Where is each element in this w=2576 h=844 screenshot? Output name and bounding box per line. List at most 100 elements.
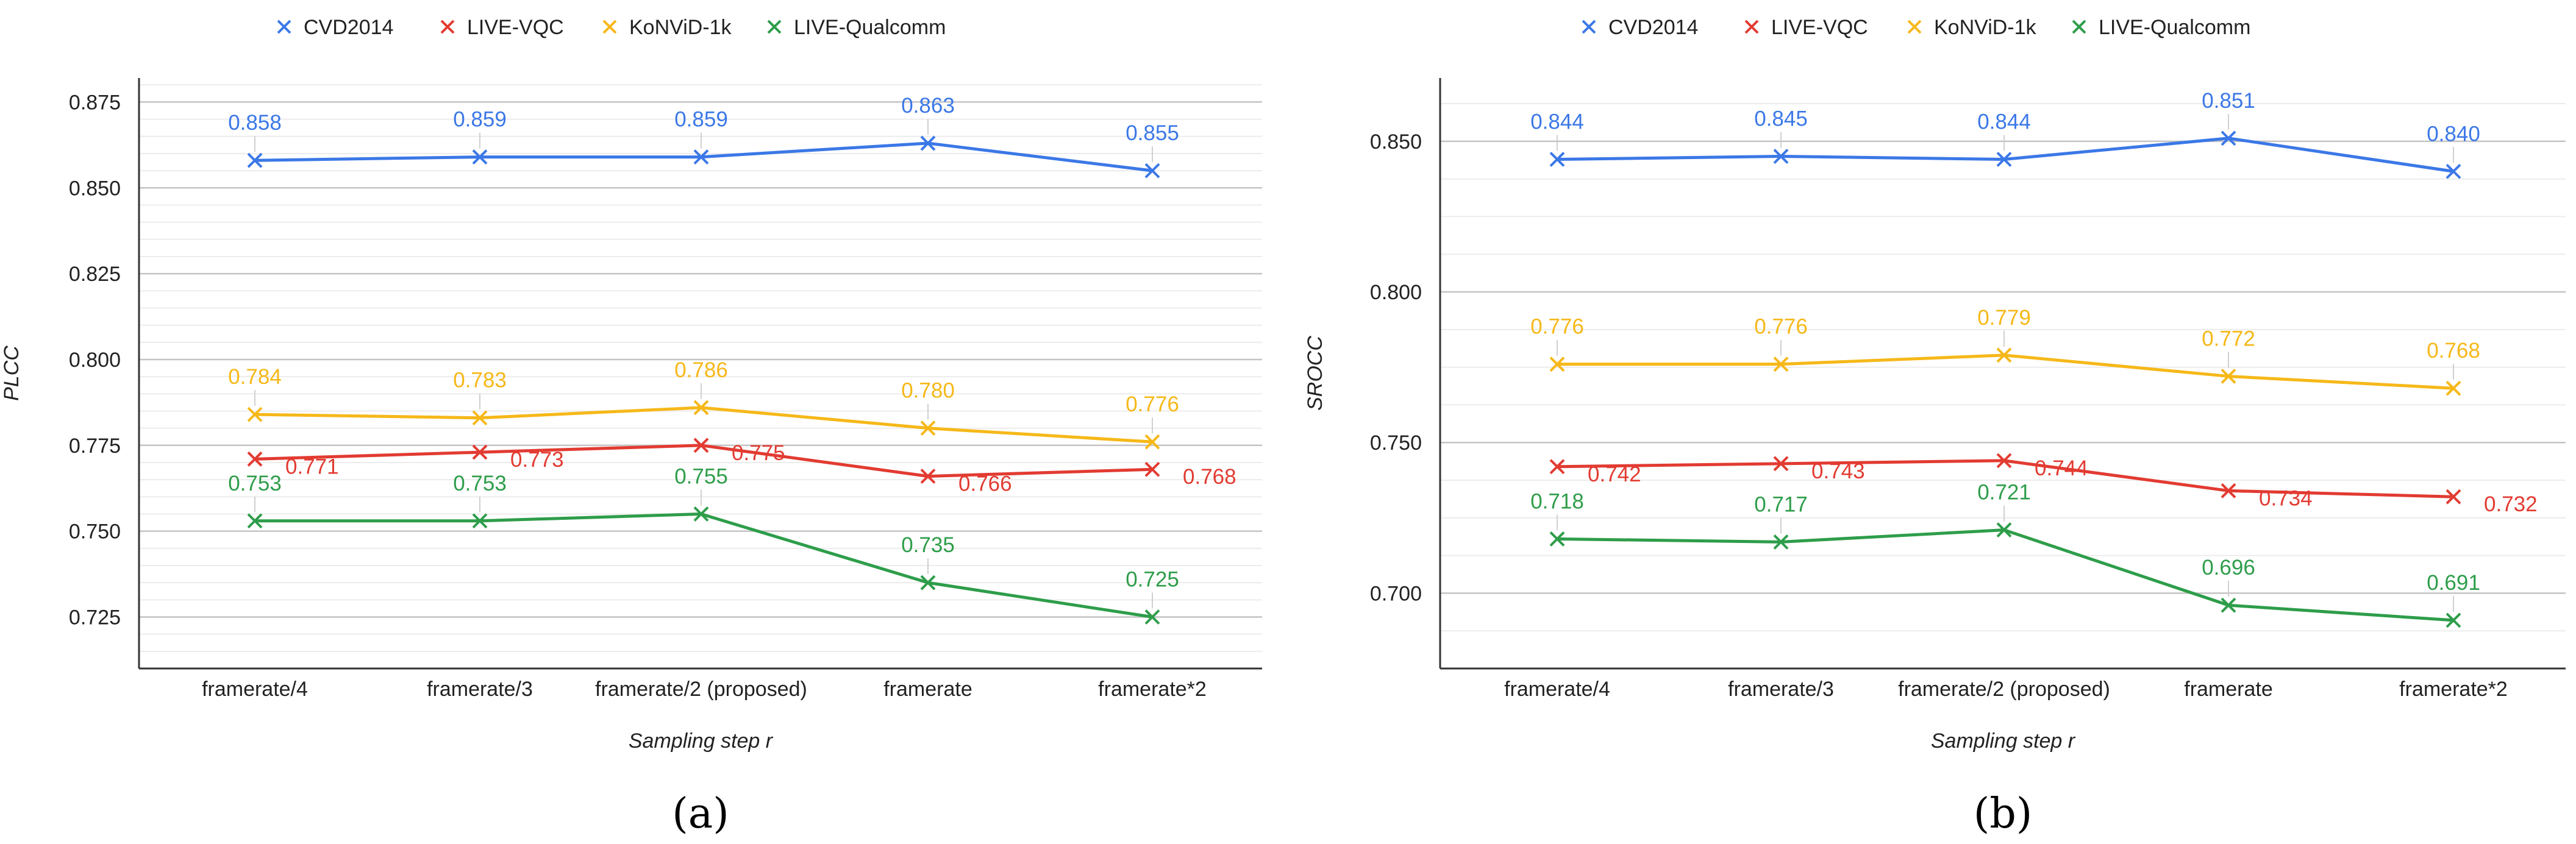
series-live-qualcomm: 0.753 0.753 0.755 0.735 0.725 — [228, 464, 1179, 625]
data-point — [2446, 163, 2461, 179]
series-line — [1557, 528, 2454, 622]
legend-marker — [277, 20, 291, 34]
data-point — [1773, 534, 1789, 550]
series-cvd2014: 0.844 0.845 0.844 0.851 0.840 — [1530, 89, 2480, 179]
y-tick-label: 0.800 — [1370, 281, 1422, 304]
data-point — [693, 400, 709, 416]
data-label: 0.840 — [2427, 122, 2480, 146]
x-axis-title: Sampling step r — [1931, 729, 2076, 753]
data-label: 0.766 — [958, 472, 1012, 496]
legend-label: CVD2014 — [1608, 16, 1698, 39]
data-point — [920, 420, 936, 436]
data-label: 0.734 — [2259, 486, 2313, 510]
legend-marker — [440, 20, 455, 34]
data-point — [920, 575, 936, 590]
data-label: 0.718 — [1530, 489, 1584, 513]
legend-item: CVD2014 — [1582, 16, 1698, 39]
series-line — [1557, 353, 2454, 390]
y-tick-label: 0.725 — [69, 606, 121, 629]
data-label: 0.768 — [1183, 465, 1236, 489]
panel-label: (b) — [1974, 790, 2033, 838]
data-point — [1996, 522, 2012, 537]
data-point — [472, 444, 488, 460]
x-tick-label: framerate/2 (proposed) — [1898, 678, 2110, 701]
legend-marker — [2072, 20, 2086, 34]
x-tick-label: framerate/3 — [1728, 678, 1834, 701]
series-line — [254, 141, 1153, 172]
data-point — [1996, 152, 2012, 167]
x-tick-label: framerate/2 (proposed) — [595, 678, 807, 701]
data-point — [1773, 356, 1789, 372]
data-label: 0.773 — [510, 448, 564, 472]
data-label: 0.753 — [453, 472, 507, 495]
data-point — [2446, 489, 2461, 505]
data-point — [1144, 461, 1160, 477]
data-point — [693, 149, 709, 165]
data-label: 0.717 — [1754, 492, 1808, 516]
data-point — [1144, 434, 1160, 450]
data-point — [2221, 597, 2236, 613]
data-point — [2446, 380, 2461, 396]
data-label: 0.776 — [1530, 315, 1584, 339]
series-cvd2014: 0.858 0.859 0.859 0.863 0.855 — [228, 94, 1179, 179]
legend: CVD2014 LIVE-VQC KoNViD-1k LIVE-Qualcomm — [1582, 16, 2250, 39]
data-point — [472, 149, 488, 165]
y-tick-label: 0.825 — [69, 263, 121, 286]
data-label: 0.771 — [285, 455, 339, 478]
x-tick-label: framerate/4 — [202, 678, 308, 701]
y-tick-label: 0.750 — [1370, 431, 1422, 455]
data-point — [2221, 369, 2236, 384]
x-tick-label: framerate/3 — [427, 678, 533, 701]
data-label: 0.725 — [1126, 567, 1179, 591]
data-point — [920, 135, 936, 151]
data-point — [2221, 130, 2236, 146]
series-line — [254, 406, 1153, 444]
legend-label: KoNViD-1k — [1934, 16, 2037, 39]
y-tick-label: 0.850 — [69, 177, 121, 200]
data-label: 0.844 — [1977, 110, 2031, 133]
data-label: 0.776 — [1126, 392, 1179, 416]
series-live-qualcomm: 0.718 0.717 0.721 0.696 0.691 — [1530, 481, 2480, 628]
data-point — [2446, 612, 2461, 628]
legend-item: LIVE-Qualcomm — [767, 16, 946, 39]
data-label: 0.851 — [2202, 89, 2255, 113]
y-tick-label: 0.875 — [69, 91, 121, 114]
data-point — [1144, 609, 1160, 625]
legend-marker — [1907, 20, 1922, 34]
data-point — [1549, 152, 1565, 167]
data-point — [1144, 163, 1160, 179]
data-label: 0.755 — [674, 464, 728, 488]
y-tick-label: 0.775 — [69, 434, 121, 458]
series-konvid-1k: 0.776 0.776 0.779 0.772 0.768 — [1530, 306, 2480, 396]
legend-label: LIVE-Qualcomm — [794, 16, 946, 39]
data-label: 0.696 — [2202, 556, 2255, 580]
data-point — [1996, 453, 2012, 469]
x-tick-label: framerate*2 — [1098, 678, 1207, 701]
y-tick-label: 0.800 — [69, 349, 121, 372]
data-label: 0.744 — [2035, 456, 2088, 480]
data-point — [472, 410, 488, 426]
data-point — [1549, 356, 1565, 372]
data-point — [693, 438, 709, 453]
legend-item: LIVE-Qualcomm — [2072, 16, 2250, 39]
data-point — [1996, 347, 2012, 363]
y-axis-title: SROCC — [1304, 336, 1327, 411]
data-point — [693, 506, 709, 522]
legend-item: KoNViD-1k — [1907, 16, 2037, 39]
data-point — [247, 406, 263, 422]
data-point — [1773, 149, 1789, 164]
data-label: 0.859 — [674, 108, 728, 132]
data-point — [247, 152, 263, 168]
data-label: 0.786 — [674, 358, 728, 382]
data-label: 0.721 — [1977, 481, 2031, 505]
data-label: 0.858 — [228, 111, 282, 135]
series-line — [1557, 137, 2454, 173]
data-label: 0.776 — [1754, 315, 1808, 339]
data-label: 0.768 — [2427, 339, 2480, 363]
legend-item: CVD2014 — [277, 16, 393, 39]
y-tick-label: 0.850 — [1370, 130, 1422, 154]
data-label: 0.732 — [2484, 492, 2538, 516]
legend: CVD2014 LIVE-VQC KoNViD-1k LIVE-Qualcomm — [277, 16, 946, 39]
legend-label: LIVE-VQC — [467, 16, 564, 39]
